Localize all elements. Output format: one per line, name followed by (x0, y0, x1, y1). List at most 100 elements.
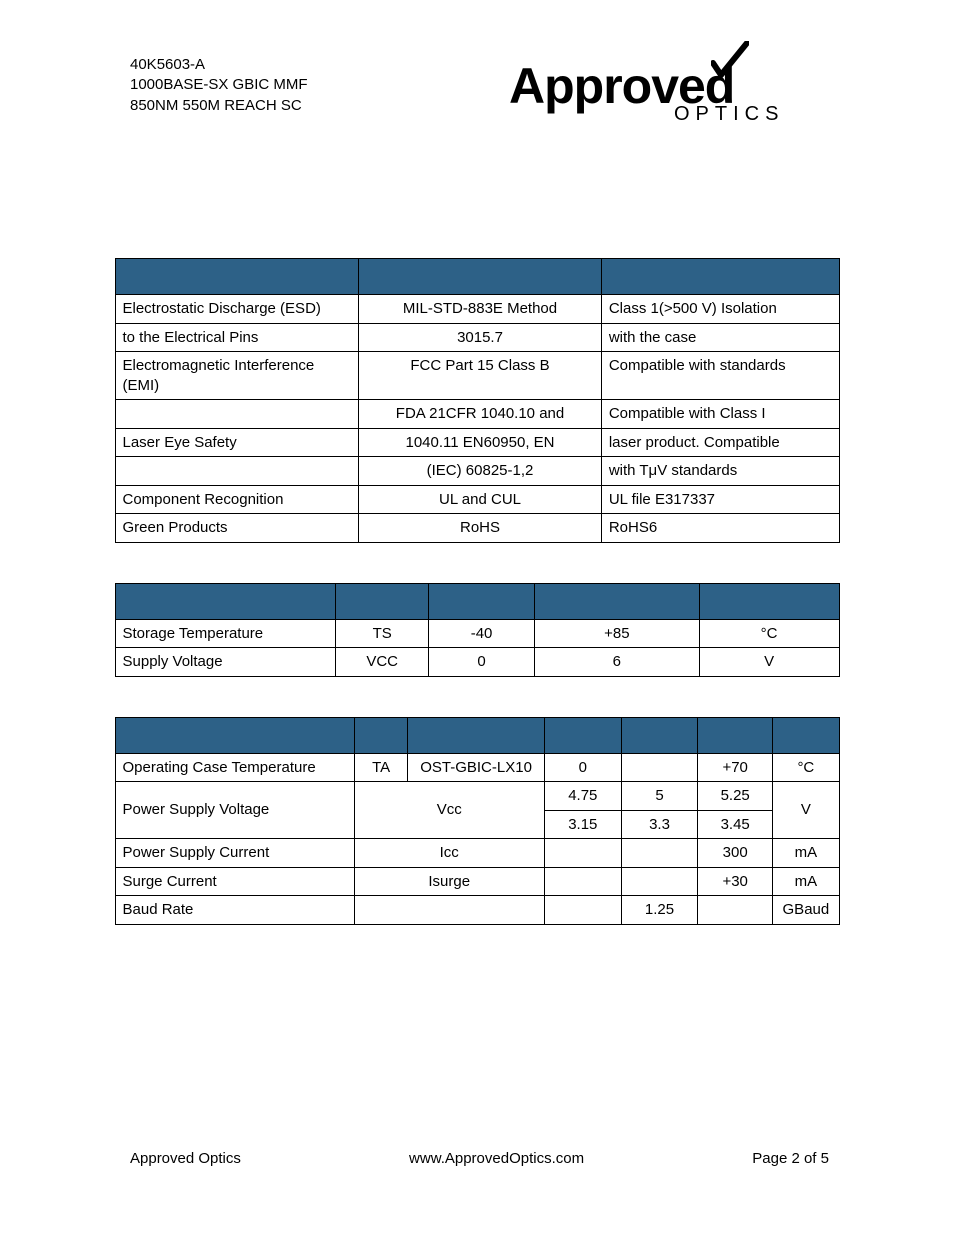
table-row: FDA 21CFR 1040.10 andCompatible with Cla… (115, 400, 839, 429)
table-row: (IEC) 60825-1,2with TμV standards (115, 457, 839, 486)
table-cell: RoHS (359, 514, 602, 543)
table-header-cell (359, 259, 602, 295)
table-cell: Baud Rate (115, 896, 354, 925)
header-line3: 850NM 550M REACH SC (130, 96, 308, 116)
table-header-cell (354, 717, 408, 753)
table-row: Surge CurrentIsurge+30mA (115, 867, 839, 896)
table-cell: 1.25 (621, 896, 697, 925)
page-footer: Approved Optics www.ApprovedOptics.com P… (0, 1150, 954, 1167)
table-cell: Compatible with Class I (601, 400, 839, 429)
table-cell: MIL-STD-883E Method (359, 295, 602, 324)
page-header: 40K5603-A 1000BASE-SX GBIC MMF 850NM 550… (0, 55, 954, 123)
table-row: Operating Case TemperatureTAOST-GBIC-LX1… (115, 753, 839, 782)
table-header-cell (115, 717, 354, 753)
table-cell: Electrostatic Discharge (ESD) (115, 295, 359, 324)
table-cell: VCC (336, 648, 429, 677)
table-cell: Surge Current (115, 867, 354, 896)
table-cell: Component Recognition (115, 485, 359, 514)
table-cell (698, 896, 773, 925)
table-cell: UL and CUL (359, 485, 602, 514)
table-cell: TS (336, 619, 429, 648)
table-header-cell (429, 583, 535, 619)
table-header-cell (699, 583, 839, 619)
table-cell (621, 867, 697, 896)
table-cell: 3.45 (698, 810, 773, 839)
table-header-cell (621, 717, 697, 753)
table-cell: 1040.11 EN60950, EN (359, 428, 602, 457)
table-row: Electromagnetic Interference (EMI)FCC Pa… (115, 352, 839, 400)
table-header-cell (773, 717, 839, 753)
table-cell: +85 (534, 619, 699, 648)
table-cell: UL file E317337 (601, 485, 839, 514)
table-cell: Supply Voltage (115, 648, 336, 677)
footer-page-number: Page 2 of 5 (752, 1150, 829, 1167)
footer-url: www.ApprovedOptics.com (409, 1150, 584, 1167)
table-row: Power Supply CurrentIcc300mA (115, 839, 839, 868)
company-logo: Approved OPTICS (509, 55, 829, 123)
table-cell (621, 839, 697, 868)
table-row: to the Electrical Pins3015.7with the cas… (115, 323, 839, 352)
table-cell: Operating Case Temperature (115, 753, 354, 782)
table-cell: V (773, 782, 839, 839)
table-cell (544, 839, 621, 868)
table-row: Electrostatic Discharge (ESD)MIL-STD-883… (115, 295, 839, 324)
table-cell (354, 896, 544, 925)
table-header-cell (336, 583, 429, 619)
table-header-cell (115, 259, 359, 295)
table-cell: Electromagnetic Interference (EMI) (115, 352, 359, 400)
table-cell: mA (773, 839, 839, 868)
check-icon (711, 41, 749, 81)
table-cell: 4.75 (544, 782, 621, 811)
table-cell: (IEC) 60825-1,2 (359, 457, 602, 486)
table-cell: Compatible with standards (601, 352, 839, 400)
table-cell: 3.3 (621, 810, 697, 839)
table-header-cell (115, 583, 336, 619)
header-line2: 1000BASE-SX GBIC MMF (130, 75, 308, 95)
absolute-max-ratings-table: Storage TemperatureTS-40+85°CSupply Volt… (115, 583, 840, 677)
table-cell: 0 (544, 753, 621, 782)
table-row: Baud Rate 1.25 GBaud (115, 896, 839, 925)
table-row: Power Supply VoltageVcc4.7555.25V (115, 782, 839, 811)
logo-sub-text: OPTICS (674, 103, 784, 126)
table-header-cell (544, 717, 621, 753)
table-cell: 0 (429, 648, 535, 677)
table-cell: +30 (698, 867, 773, 896)
table-cell: RoHS6 (601, 514, 839, 543)
table-cell: Storage Temperature (115, 619, 336, 648)
table-cell: Green Products (115, 514, 359, 543)
table-cell: +70 (698, 753, 773, 782)
table-cell: OST-GBIC-LX10 (408, 753, 544, 782)
table-cell: 300 (698, 839, 773, 868)
table-cell: °C (773, 753, 839, 782)
table-cell: 6 (534, 648, 699, 677)
table-cell (115, 457, 359, 486)
table-cell: mA (773, 867, 839, 896)
table-row: Storage TemperatureTS-40+85°C (115, 619, 839, 648)
table-cell: TA (354, 753, 408, 782)
regulatory-compliance-table: Electrostatic Discharge (ESD)MIL-STD-883… (115, 258, 840, 543)
table-row: Laser Eye Safety1040.11 EN60950, ENlaser… (115, 428, 839, 457)
table-row: Component RecognitionUL and CULUL file E… (115, 485, 839, 514)
table-header-cell (534, 583, 699, 619)
table-cell: Class 1(>500 V) Isolation (601, 295, 839, 324)
footer-company: Approved Optics (130, 1150, 241, 1167)
table-cell: FCC Part 15 Class B (359, 352, 602, 400)
table-header-cell (698, 717, 773, 753)
table-cell: Laser Eye Safety (115, 428, 359, 457)
table-cell: Power Supply Current (115, 839, 354, 868)
table-cell: with the case (601, 323, 839, 352)
table-cell: °C (699, 619, 839, 648)
table-cell: laser product. Compatible (601, 428, 839, 457)
table-cell: 5.25 (698, 782, 773, 811)
table-cell (544, 867, 621, 896)
table-cell: GBaud (773, 896, 839, 925)
table-row: Supply VoltageVCC06V (115, 648, 839, 677)
table-cell: V (699, 648, 839, 677)
table-cell: with TμV standards (601, 457, 839, 486)
header-line1: 40K5603-A (130, 55, 308, 75)
table-cell: to the Electrical Pins (115, 323, 359, 352)
table-cell: 5 (621, 782, 697, 811)
table-cell (544, 896, 621, 925)
operating-conditions-table: Operating Case TemperatureTAOST-GBIC-LX1… (115, 717, 840, 925)
table-cell: Power Supply Voltage (115, 782, 354, 839)
